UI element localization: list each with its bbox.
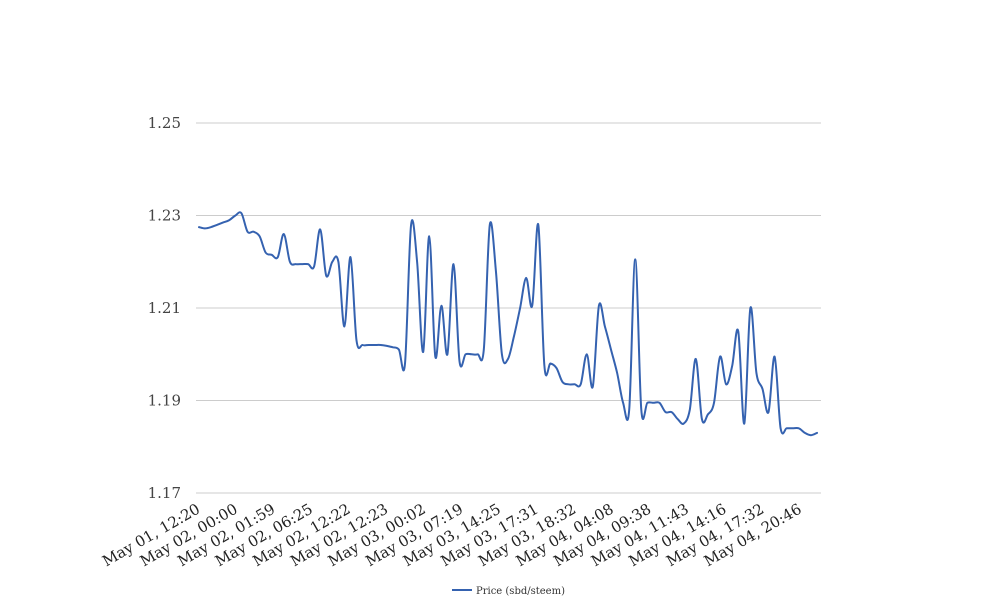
y-tick-label: 1.25 <box>148 114 181 132</box>
y-tick-label: 1.17 <box>148 484 181 502</box>
legend: Price (sbd/steem) <box>452 586 565 597</box>
y-tick-label: 1.23 <box>148 207 181 225</box>
legend-label: Price (sbd/steem) <box>476 586 565 597</box>
price-series-line <box>198 211 818 437</box>
y-tick-label: 1.21 <box>148 299 181 317</box>
grid-layer <box>196 122 821 494</box>
y-tick-label: 1.19 <box>148 392 181 410</box>
y-axis-ticks: 1.25 1.23 1.21 1.19 1.17 <box>148 114 181 502</box>
